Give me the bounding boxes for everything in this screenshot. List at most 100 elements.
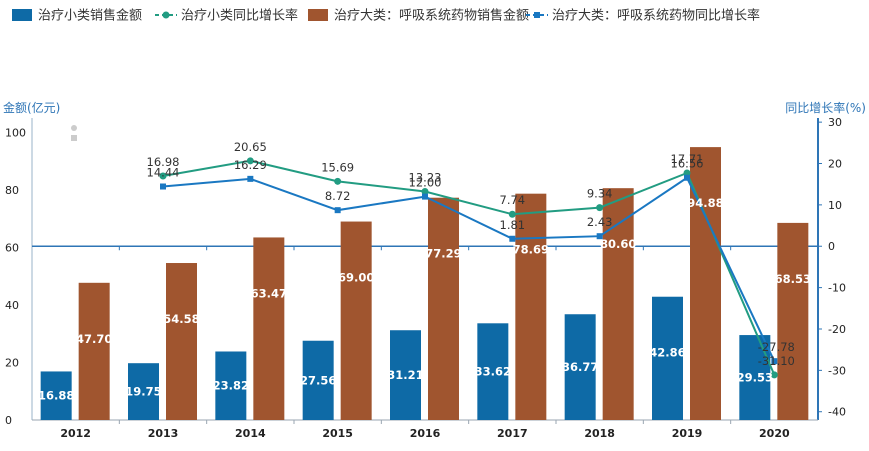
bar-value-label: 94.88: [687, 196, 723, 210]
bar-subclass-sales: [40, 371, 72, 420]
line-value-label: 13.23: [409, 171, 442, 185]
line-value-label: 8.72: [325, 189, 351, 203]
legend-swatch-bar: [308, 9, 328, 21]
bar-value-label: 69.00: [338, 271, 374, 285]
x-tick-label: 2019: [672, 427, 703, 440]
x-tick-label: 2020: [759, 427, 790, 440]
bar-value-label: 78.69: [513, 243, 549, 257]
line-value-label: 16.29: [234, 158, 267, 172]
line-point: [421, 188, 429, 196]
line-value-label: 15.69: [321, 160, 354, 174]
right-tick-label: -20: [828, 323, 846, 336]
right-tick-label: 30: [828, 116, 842, 129]
x-tick-label: 2014: [235, 427, 266, 440]
line-value-label: 17.71: [671, 152, 704, 166]
line-value-label: -31.10: [758, 354, 795, 368]
bar-value-label: 42.86: [649, 346, 685, 360]
left-tick-label: 0: [5, 414, 12, 427]
left-tick-label: 20: [5, 356, 19, 369]
left-tick-label: 40: [5, 299, 19, 312]
line-point: [771, 358, 778, 365]
bar-value-label: 80.60: [600, 237, 636, 251]
decorative-dot: [71, 125, 77, 131]
legend-label: 治疗小类销售金额: [38, 8, 142, 24]
x-tick-label: 2015: [322, 427, 353, 440]
bar-value-label: 36.77: [562, 360, 598, 374]
legend-label: 治疗大类：呼吸系统药物销售金额: [334, 8, 529, 24]
bar-value-label: 63.47: [251, 286, 287, 300]
line-value-label: 12.00: [409, 176, 442, 190]
bar-value-label: 23.82: [213, 379, 249, 393]
legend-marker-circle: [162, 11, 170, 19]
x-tick-label: 2013: [148, 427, 179, 440]
bar-respiratory-sales: [428, 197, 459, 420]
right-tick-label: -40: [828, 406, 846, 419]
bar-subclass-sales: [564, 314, 596, 420]
line-value-label: 16.56: [671, 157, 704, 171]
bar-respiratory-sales: [690, 147, 721, 420]
bar-respiratory-sales: [515, 193, 547, 420]
line-point: [508, 210, 516, 218]
bar-value-label: 29.53: [737, 371, 773, 385]
line-point: [334, 177, 342, 185]
legend-label: 治疗小类同比增长率: [181, 8, 298, 24]
decorative-marks: [71, 125, 77, 141]
legend-marker-square: [534, 12, 540, 18]
line-value-label: 9.34: [587, 187, 613, 201]
line-value-label: 2.43: [587, 215, 613, 229]
x-tick-label: 2017: [497, 427, 528, 440]
line-value-label: 7.74: [500, 193, 526, 207]
right-tick-label: -10: [828, 282, 846, 295]
bar-subclass-sales: [215, 351, 247, 420]
x-tick-label: 2012: [60, 427, 91, 440]
bar-respiratory-sales: [78, 282, 110, 420]
lines: [159, 157, 778, 379]
bar-subclass-sales: [652, 296, 683, 420]
line-point: [159, 172, 167, 180]
bar-value-label: 47.70: [76, 332, 112, 346]
right-axis-title: 同比增长率(%): [785, 100, 866, 115]
bar-respiratory-sales: [253, 237, 285, 420]
line-respiratory-growth: [162, 176, 776, 362]
line-value-label: -27.78: [758, 340, 795, 354]
left-tick-label: 60: [5, 241, 19, 254]
right-tick-label: 20: [828, 158, 842, 171]
bar-respiratory-sales: [340, 221, 372, 420]
line-value-label: 14.44: [147, 166, 180, 180]
legend-swatch-bar: [12, 9, 32, 21]
x-tick-label: 2018: [584, 427, 615, 440]
line-value-label: 20.65: [234, 140, 267, 154]
axes: 0 20 40 60 80 100 -40 -30 -20 -10 0 10 20 30 2012 2013 2…: [5, 116, 846, 440]
right-tick-label: 0: [828, 240, 835, 253]
bar-value-label: 16.88: [38, 389, 74, 403]
line-point: [596, 204, 604, 212]
line-point: [247, 175, 254, 182]
bar-subclass-sales: [739, 335, 771, 420]
bar-value-label: 54.58: [163, 312, 199, 326]
bar-subclass-sales: [390, 330, 421, 420]
bar-value-label: 77.29: [425, 247, 461, 261]
legend: 治疗小类销售金额 治疗小类同比增长率 治疗大类：呼吸系统药物销售金额 治疗大类：呼吸系…: [12, 8, 760, 24]
bar-value-label: 33.62: [475, 365, 511, 379]
bar-respiratory-sales: [166, 263, 197, 420]
data-labels: 16.88 19.75 23.82 27.56 31.21 33.62 36.77 42.86…: [38, 140, 811, 403]
bar-subclass-sales: [128, 363, 159, 420]
left-tick-label: 80: [5, 184, 19, 197]
x-tick-label: 2016: [410, 427, 441, 440]
right-tick-label: 10: [828, 199, 842, 212]
right-tick-label: -30: [828, 364, 846, 377]
line-subclass-growth: [162, 159, 776, 376]
line-point: [509, 235, 516, 242]
bar-value-label: 19.75: [125, 385, 161, 399]
line-point: [684, 174, 690, 181]
line-value-label: 16.98: [147, 155, 180, 169]
bar-value-label: 31.21: [387, 368, 423, 382]
decorative-square: [71, 135, 77, 141]
line-point: [770, 371, 778, 379]
line-point: [683, 169, 691, 177]
line-value-label: 1.81: [500, 218, 526, 232]
bar-subclass-sales: [477, 323, 509, 420]
bar-value-label: 68.53: [775, 272, 811, 286]
bar-subclass-sales: [302, 340, 334, 420]
